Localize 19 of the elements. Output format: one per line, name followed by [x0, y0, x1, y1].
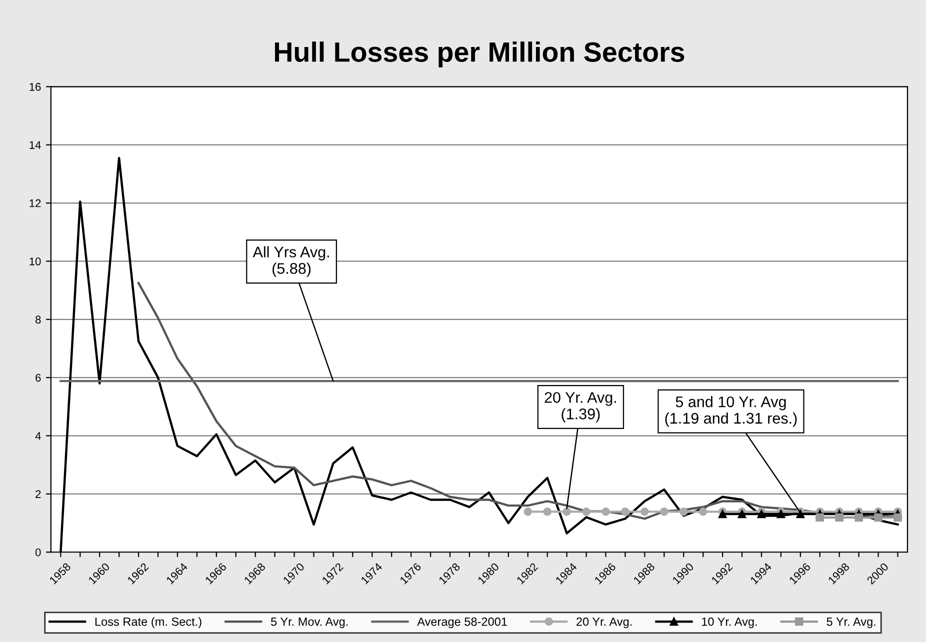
chart-title: Hull Losses per Million Sectors — [275, 42, 684, 68]
legend-label: 5 Yr. Mov. Avg. — [271, 618, 348, 628]
annotation: 20 Yr. Avg. (1.39) — [544, 392, 616, 422]
annotation: All Yrs Avg. (5.88) — [252, 246, 329, 277]
legend-label: Average 58-2001 — [417, 617, 507, 628]
y-tick-label: 6 — [36, 374, 41, 382]
y-tick-label: 12 — [30, 199, 41, 208]
y-tick-label: 14 — [30, 141, 41, 149]
legend-label: 5 Yr. Avg. — [826, 618, 876, 628]
y-tick-label: 8 — [36, 316, 41, 324]
legend-label: 10 Yr. Avg. — [702, 617, 757, 628]
annotation: 5 and 10 Yr. Avg (1.19 and 1.31 res.) — [665, 396, 797, 427]
y-tick-label: 16 — [30, 82, 41, 91]
legend-label: 20 Yr. Avg. — [576, 617, 632, 628]
y-tick-label: 4 — [35, 432, 41, 440]
y-tick-label: 0 — [35, 548, 41, 556]
y-tick-label: 2 — [36, 490, 41, 498]
y-tick-label: 10 — [30, 257, 41, 266]
legend-label: Loss Rate (m. Sect.) — [95, 617, 202, 628]
